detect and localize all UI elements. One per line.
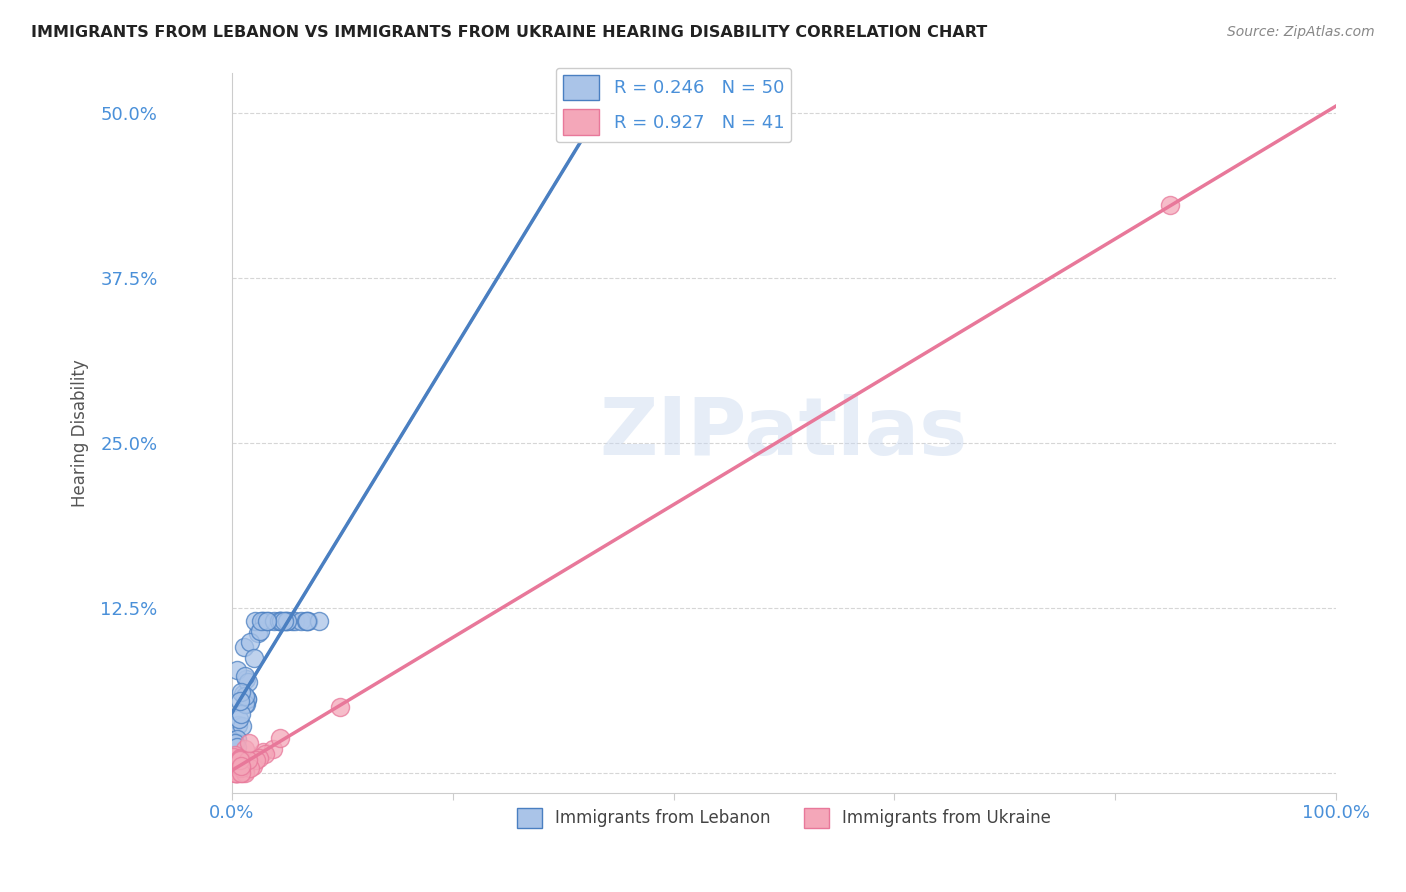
Point [222,764,245,778]
Point [224,765,246,780]
Point [280,614,302,628]
Point [250,614,273,628]
Text: Source: ZipAtlas.com: Source: ZipAtlas.com [1227,25,1375,39]
Point [222,750,245,764]
Point [229,751,252,765]
Point [232,756,254,771]
Point [233,764,256,778]
Point [249,624,271,638]
Y-axis label: Hearing Disability: Hearing Disability [72,359,89,507]
Point [235,689,257,703]
Point [269,614,291,628]
Point [233,742,256,756]
Point [235,672,257,686]
Point [225,765,247,780]
Point [226,751,249,765]
Point [225,664,247,678]
Point [222,763,245,777]
Point [225,749,247,764]
Point [224,736,246,750]
Point [239,635,262,649]
Point [226,718,249,732]
Point [294,614,316,628]
Point [233,765,256,780]
Point [222,730,245,744]
Point [269,731,291,745]
Point [308,614,330,628]
Point [228,694,250,708]
Point [252,745,274,759]
Point [276,614,298,628]
Point [224,748,246,763]
Point [257,614,280,628]
Point [242,759,264,773]
Point [228,752,250,766]
Point [231,707,253,722]
Point [229,684,252,698]
Point [229,760,252,774]
Point [232,756,254,771]
Point [222,755,245,769]
Point [262,742,284,756]
Point [235,698,257,712]
Point [226,765,249,780]
Point [229,765,252,780]
Point [222,765,245,780]
Point [233,640,256,654]
Point [236,675,259,690]
Point [273,614,295,628]
Point [225,765,247,780]
Point [236,692,259,706]
Point [243,651,266,665]
Point [297,614,319,628]
Point [228,712,250,726]
Point [329,700,352,714]
Legend: Immigrants from Lebanon, Immigrants from Ukraine: Immigrants from Lebanon, Immigrants from… [510,801,1057,835]
Point [276,614,298,628]
Point [274,614,297,628]
Point [254,747,277,761]
Text: IMMIGRANTS FROM LEBANON VS IMMIGRANTS FROM UKRAINE HEARING DISABILITY CORRELATIO: IMMIGRANTS FROM LEBANON VS IMMIGRANTS FR… [31,25,987,40]
Point [297,614,319,628]
Point [226,757,249,772]
Point [222,745,245,759]
Point [231,719,253,733]
Point [222,745,245,759]
Point [253,614,276,628]
Point [239,761,262,775]
Point [290,614,312,628]
Text: ZIPatlas: ZIPatlas [600,393,969,472]
Point [243,614,266,628]
Point [228,765,250,780]
Point [238,753,260,767]
Point [229,759,252,773]
Point [245,753,267,767]
Point [250,614,273,628]
Point [229,753,252,767]
Point [226,765,249,780]
Point [269,614,291,628]
Point [233,669,256,683]
Point [1159,198,1181,212]
Point [222,750,245,764]
Point [269,614,291,628]
Point [231,765,253,780]
Point [225,739,247,754]
Point [263,614,285,628]
Point [226,757,249,772]
Point [226,732,249,747]
Point [247,751,270,765]
Point [232,687,254,701]
Point [256,614,278,628]
Point [238,736,260,750]
Point [284,614,307,628]
Point [233,698,256,712]
Point [270,614,292,628]
Point [246,626,269,640]
Point [236,692,259,706]
Point [224,765,246,780]
